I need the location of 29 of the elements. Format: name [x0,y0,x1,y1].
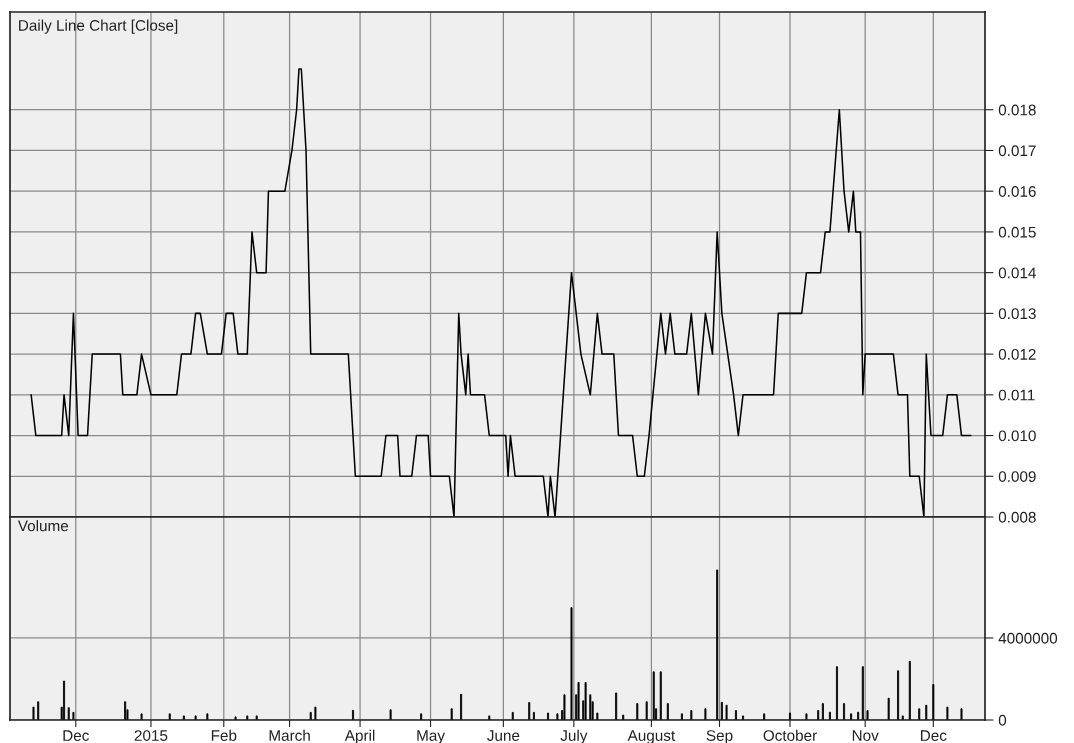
y-tick-label: 0.011 [998,389,1035,401]
x-tick-label: March [269,729,310,741]
y-tick-label: 0.008 [998,511,1036,523]
x-tick-label: Dec [63,730,89,741]
y-tick-label: 0.017 [998,145,1036,157]
x-tick-label: October [763,729,817,741]
y-tick-label: 0.010 [998,430,1036,442]
x-tick-label: June [487,730,520,741]
y-tick-label: 0.015 [998,226,1036,238]
y-tick-label: 0.014 [998,267,1036,279]
y-tick-label: 0.013 [998,308,1036,320]
chart-title: Daily Line Chart [Close] [19,19,178,34]
x-tick-label: April [344,729,375,743]
y-tick-label: 0.016 [998,186,1036,197]
x-tick-label: May [417,730,445,743]
y-tick-label: 0.009 [998,471,1036,482]
line-series [30,68,972,517]
y-tick-label: 0 [998,714,1007,726]
x-tick-label: 2015 [134,730,168,741]
y-tick-label: 0.018 [998,104,1036,116]
y-tick-label: 0.012 [998,348,1036,360]
chart-title: Volume [17,520,69,532]
x-tick-label: Dec [920,730,947,741]
x-tick-label: Feb [211,729,237,741]
x-tick-label: Nov [852,730,879,741]
y-tick-label: 4000000 [998,632,1058,644]
x-tick-label: August [627,730,676,743]
x-tick-label: Sep [706,730,733,743]
x-tick-label: July [560,729,588,743]
